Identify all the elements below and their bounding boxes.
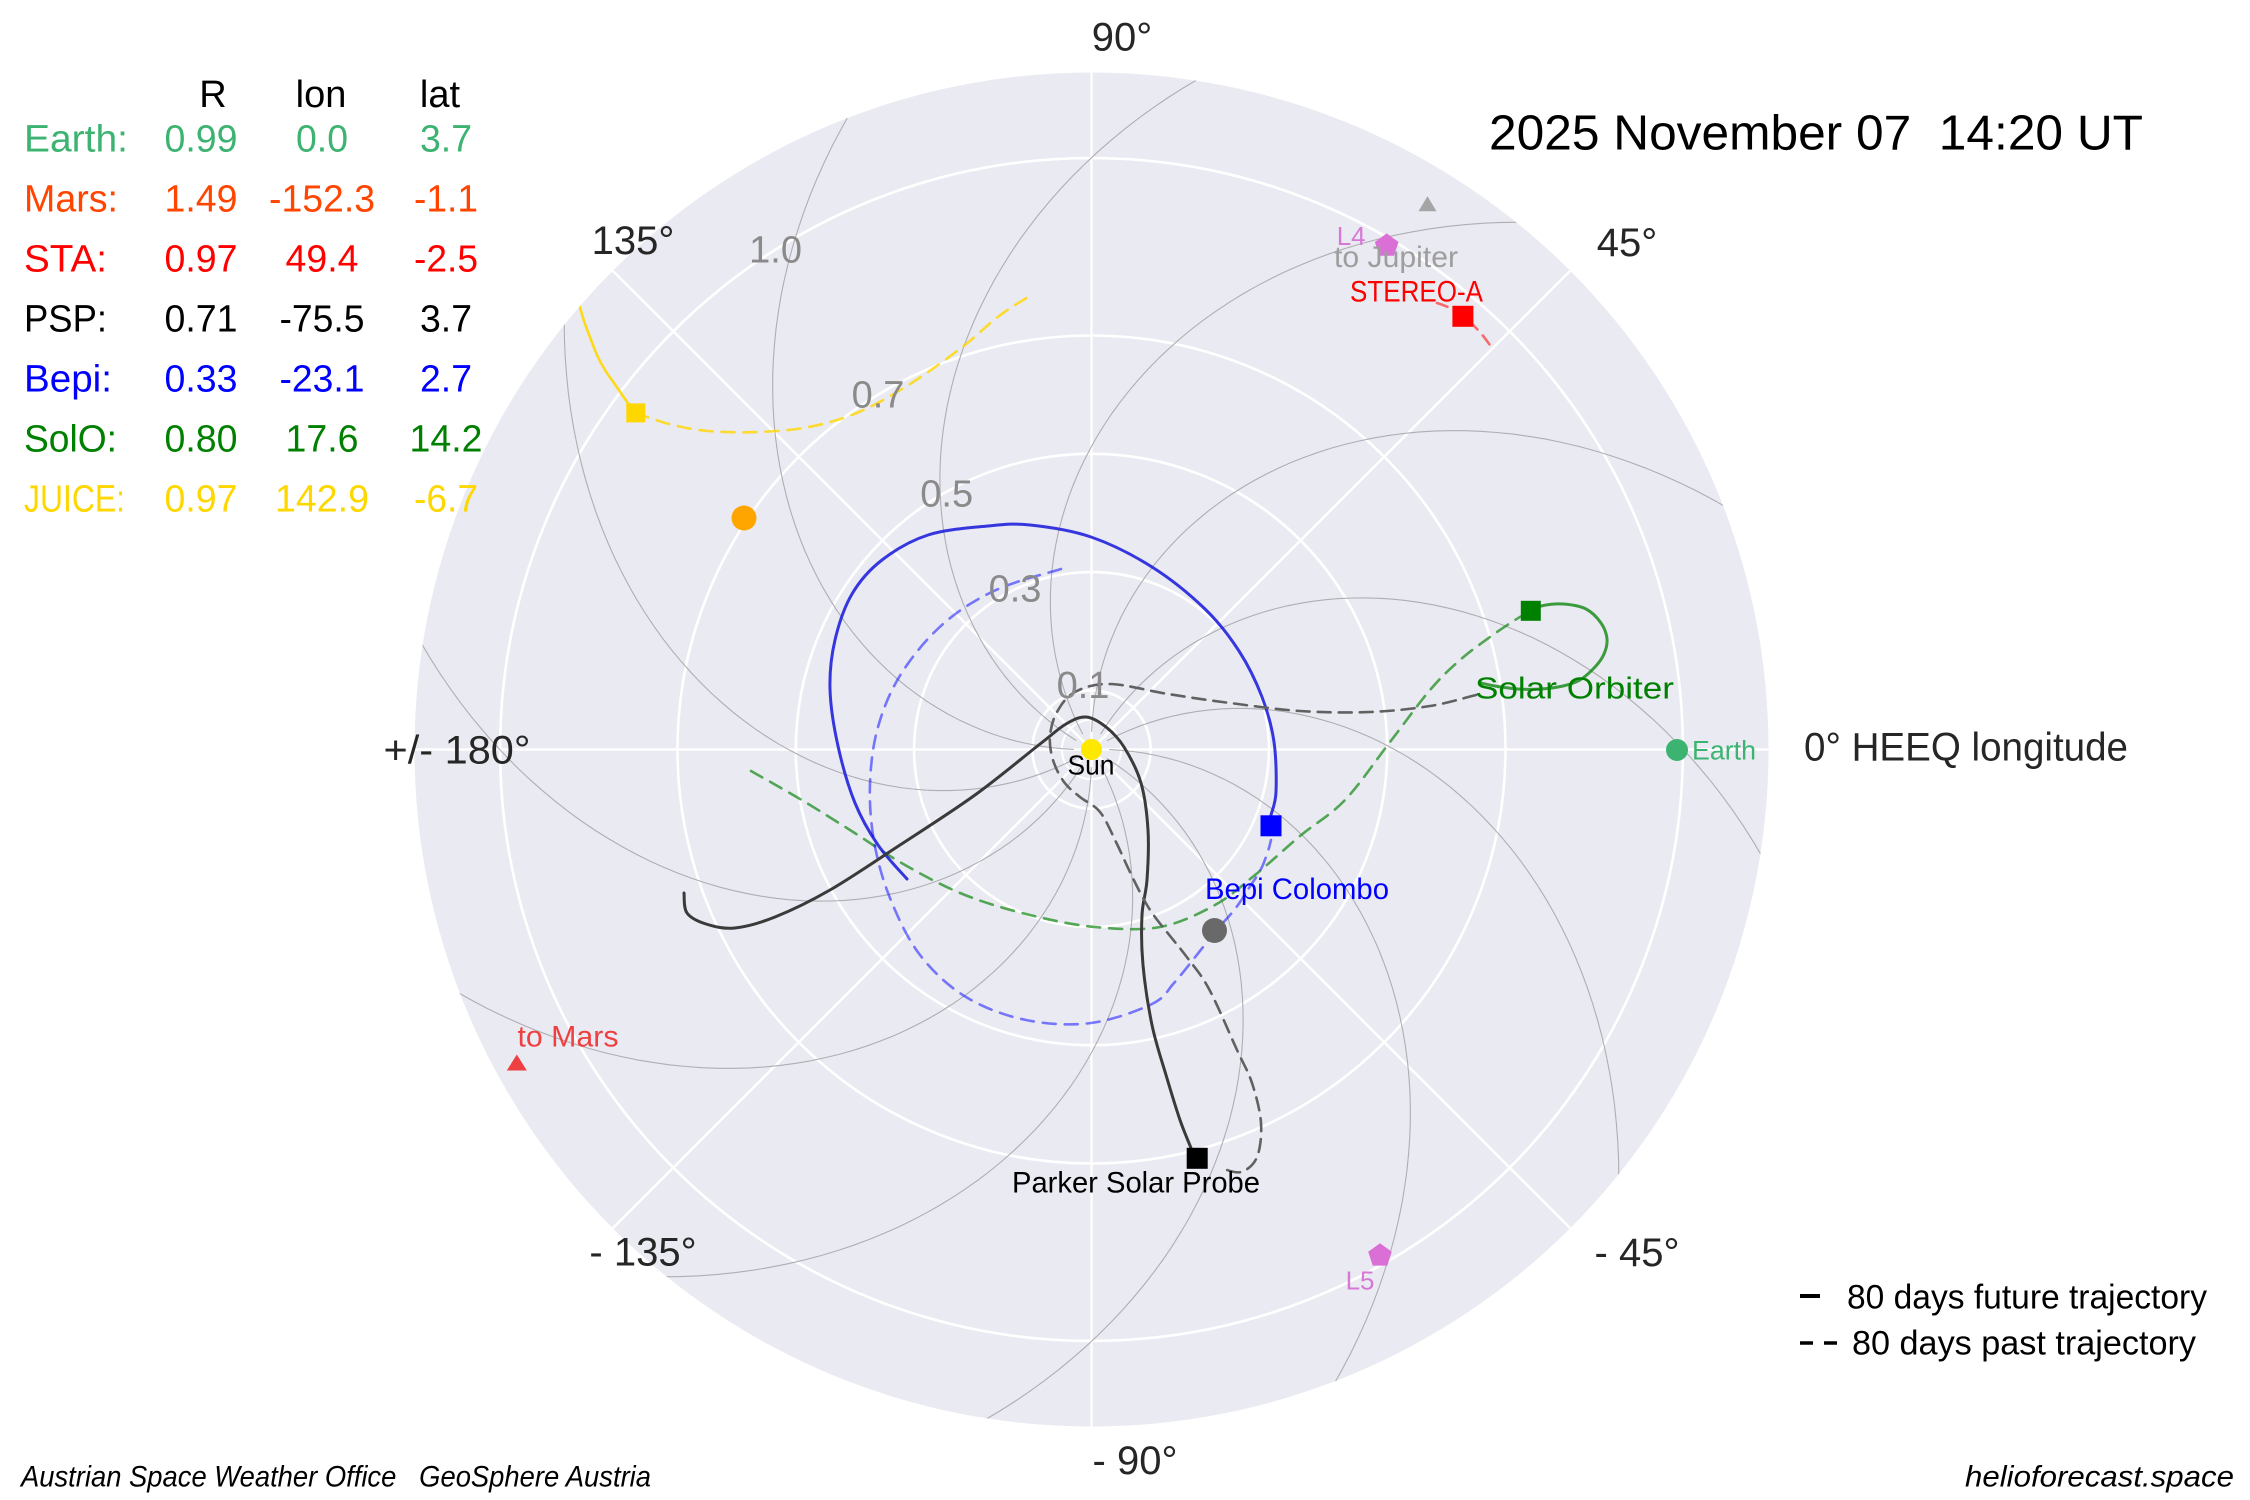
svg-text:142.9: 142.9 <box>275 479 369 521</box>
svg-text:SolO:: SolO: <box>24 419 117 461</box>
svg-text:1.49: 1.49 <box>165 179 238 221</box>
svg-text:+/- 180°: +/- 180° <box>384 729 531 773</box>
svg-text:0.1: 0.1 <box>1057 665 1110 707</box>
svg-text:-2.5: -2.5 <box>414 239 478 281</box>
svg-text:3.7: 3.7 <box>420 299 472 341</box>
svg-text:2025 November 07 14:20 UT: 2025 November 07 14:20 UT <box>1489 107 2143 161</box>
svg-text:lat: lat <box>420 74 461 116</box>
svg-text:STA:: STA: <box>24 239 107 281</box>
svg-text:0.0: 0.0 <box>296 119 348 161</box>
svg-text:80 days future trajectory: 80 days future trajectory <box>1847 1279 2207 1317</box>
svg-text:to Jupiter: to Jupiter <box>1334 241 1458 274</box>
svg-text:45°: 45° <box>1597 221 1658 265</box>
svg-text:-152.3: -152.3 <box>269 179 375 221</box>
svg-text:0° HEEQ longitude: 0° HEEQ longitude <box>1804 726 2128 770</box>
svg-text:helioforecast.space: helioforecast.space <box>1965 1461 2234 1494</box>
svg-text:0.33: 0.33 <box>165 359 238 401</box>
svg-text:Bepi Colombo: Bepi Colombo <box>1205 873 1389 906</box>
svg-text:0.5: 0.5 <box>920 474 973 516</box>
svg-text:- 90°: - 90° <box>1093 1439 1178 1483</box>
svg-text:Sun: Sun <box>1068 750 1115 781</box>
svg-text:0.7: 0.7 <box>852 375 905 417</box>
svg-text:80 days past trajectory: 80 days past trajectory <box>1852 1325 2196 1363</box>
svg-text:0.99: 0.99 <box>165 119 238 161</box>
svg-text:Earth: Earth <box>1692 735 1756 765</box>
svg-text:135°: 135° <box>592 219 675 263</box>
svg-text:lon: lon <box>296 74 347 116</box>
svg-text:0.97: 0.97 <box>165 239 238 281</box>
svg-text:R: R <box>199 74 226 116</box>
svg-text:-1.1: -1.1 <box>414 179 478 221</box>
svg-text:Parker Solar Probe: Parker Solar Probe <box>1012 1166 1260 1199</box>
svg-text:L4: L4 <box>1337 221 1366 251</box>
svg-text:L5: L5 <box>1346 1266 1375 1296</box>
svg-text:Austrian Space Weather Office: Austrian Space Weather Office GeoSphere … <box>19 1461 651 1494</box>
svg-text:0.97: 0.97 <box>165 479 238 521</box>
svg-text:- 135°: - 135° <box>589 1230 696 1274</box>
svg-text:0.71: 0.71 <box>165 299 238 341</box>
svg-text:-6.7: -6.7 <box>414 479 478 521</box>
svg-text:90°: 90° <box>1092 15 1153 59</box>
svg-text:- 45°: - 45° <box>1595 1231 1680 1275</box>
svg-text:-23.1: -23.1 <box>280 359 365 401</box>
svg-text:49.4: 49.4 <box>286 239 359 281</box>
svg-text:Bepi:: Bepi: <box>24 359 112 401</box>
svg-text:Mars:: Mars: <box>24 179 118 221</box>
svg-text:0.3: 0.3 <box>989 569 1042 611</box>
svg-text:3.7: 3.7 <box>420 119 472 161</box>
svg-text:2.7: 2.7 <box>420 359 472 401</box>
svg-text:PSP:: PSP: <box>24 299 107 341</box>
svg-text:1.0: 1.0 <box>749 229 802 271</box>
svg-text:JUICE:: JUICE: <box>24 479 125 521</box>
svg-text:Earth:: Earth: <box>24 119 128 161</box>
svg-text:14.2: 14.2 <box>410 419 483 461</box>
svg-text:0.80: 0.80 <box>165 419 238 461</box>
svg-text:17.6: 17.6 <box>286 419 359 461</box>
svg-text:STEREO-A: STEREO-A <box>1350 275 1483 308</box>
svg-text:-75.5: -75.5 <box>280 299 365 341</box>
svg-text:Solar Orbiter: Solar Orbiter <box>1475 671 1674 706</box>
svg-text:to Mars: to Mars <box>518 1020 619 1053</box>
